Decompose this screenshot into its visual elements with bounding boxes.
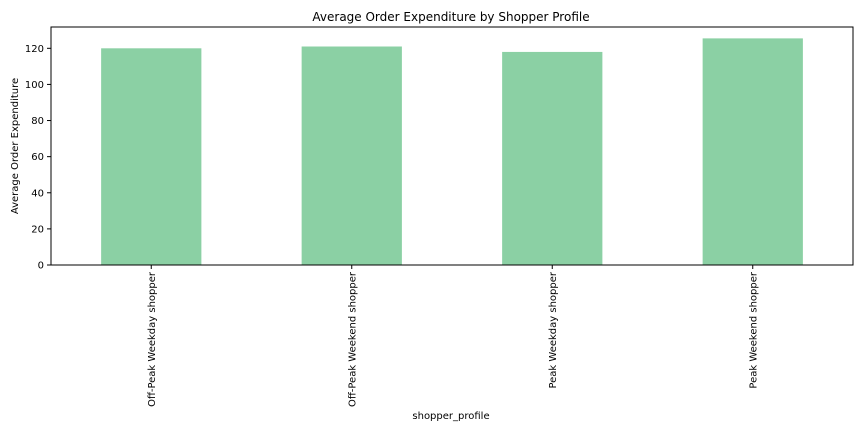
y-tick-label: 40 [31, 188, 44, 199]
x-axis-ticks: Off-Peak Weekday shopper Off-Peak Weekend… [147, 265, 759, 407]
bars-group [101, 38, 803, 266]
plot-area [50, 26, 854, 266]
y-axis-label: Average Order Expenditure [10, 78, 21, 214]
y-tick-label: 120 [25, 44, 44, 55]
bar-4 [702, 38, 803, 265]
y-tick-label: 20 [31, 224, 44, 235]
x-tick-label: Off-Peak Weekday shopper [147, 271, 158, 407]
y-tick-label: 0 [38, 261, 44, 272]
y-tick-label: 80 [31, 116, 44, 127]
x-tick-label: Peak Weekend shopper [748, 271, 759, 388]
x-tick-label: Peak Weekday shopper [548, 271, 559, 388]
bar-2 [301, 46, 402, 265]
bar-3 [502, 51, 603, 265]
y-tick-label: 100 [25, 80, 44, 91]
y-tick-label: 60 [31, 152, 44, 163]
plot-frame [50, 26, 854, 266]
y-axis-ticks: 0 20 40 60 80 100 120 [25, 44, 51, 272]
chart-title: Average Order Expenditure by Shopper Pro… [312, 10, 589, 24]
x-tick-label: Off-Peak Weekend shopper [347, 271, 358, 407]
x-axis-label: shopper_profile [412, 411, 489, 422]
bar-1 [101, 48, 202, 266]
